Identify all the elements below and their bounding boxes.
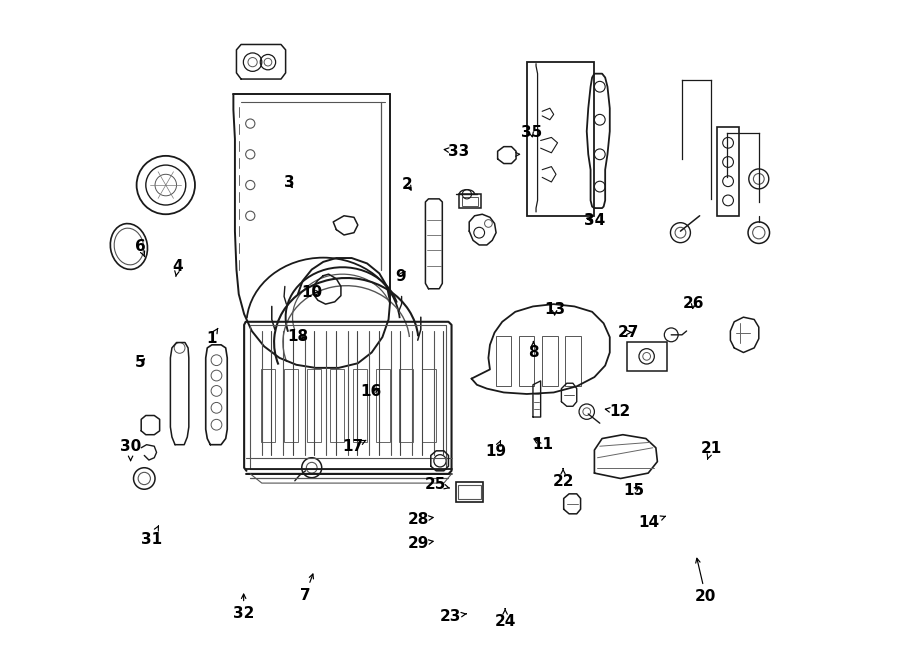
Text: 23: 23 (439, 609, 466, 624)
Text: 20: 20 (695, 558, 716, 604)
Bar (496, 336, 511, 387)
Text: 31: 31 (141, 526, 162, 547)
Text: 35: 35 (520, 125, 542, 140)
Bar (422, 369, 436, 442)
Bar (717, 128, 739, 216)
Bar (284, 369, 298, 442)
Text: 6: 6 (135, 239, 146, 257)
Text: 21: 21 (701, 441, 722, 459)
Text: 30: 30 (120, 439, 141, 461)
Text: 29: 29 (409, 536, 433, 551)
Text: 15: 15 (623, 483, 644, 498)
Text: 17: 17 (342, 439, 366, 454)
Text: 28: 28 (409, 512, 433, 527)
Text: 12: 12 (606, 404, 630, 419)
Bar (376, 369, 390, 442)
Bar (458, 485, 481, 499)
Bar (330, 369, 344, 442)
Bar (626, 342, 667, 371)
Text: 1: 1 (206, 328, 218, 346)
Text: 16: 16 (360, 384, 382, 399)
Text: 2: 2 (402, 177, 413, 192)
Text: 27: 27 (617, 325, 639, 340)
Text: 7: 7 (300, 574, 313, 602)
Text: 3: 3 (284, 175, 294, 190)
Bar (519, 336, 535, 387)
Text: 5: 5 (135, 355, 146, 370)
Bar (459, 194, 481, 208)
Bar (542, 336, 557, 387)
Bar (456, 483, 483, 502)
Bar (526, 62, 594, 216)
Bar (463, 197, 478, 206)
Bar (307, 369, 321, 442)
Text: 4: 4 (173, 259, 184, 277)
Text: 26: 26 (683, 296, 705, 310)
Bar (261, 369, 274, 442)
Text: 22: 22 (553, 469, 574, 489)
Bar (400, 369, 413, 442)
Text: 24: 24 (494, 608, 516, 629)
Text: 33: 33 (445, 144, 469, 159)
Text: 34: 34 (584, 213, 606, 228)
Bar (565, 336, 581, 387)
Text: 14: 14 (639, 515, 665, 530)
Text: 8: 8 (528, 342, 539, 359)
Text: 9: 9 (395, 269, 406, 285)
Text: 19: 19 (485, 441, 507, 459)
Text: 25: 25 (425, 477, 449, 492)
Text: 10: 10 (302, 285, 323, 300)
Text: 11: 11 (533, 437, 554, 452)
Text: 18: 18 (287, 329, 309, 344)
Bar (353, 369, 367, 442)
Text: 32: 32 (233, 594, 255, 621)
Text: 13: 13 (544, 303, 565, 317)
